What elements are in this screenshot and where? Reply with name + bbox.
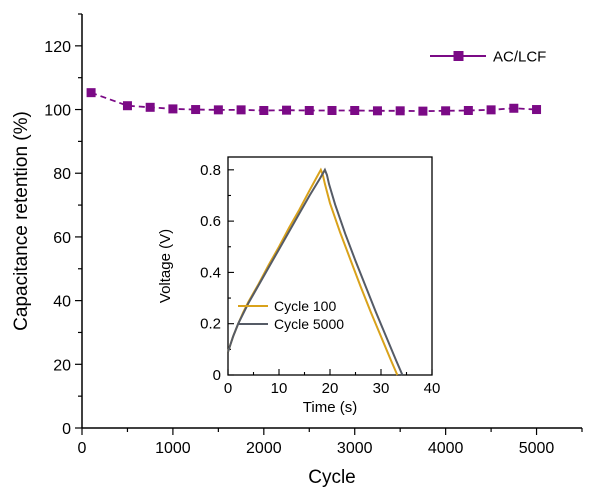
- data-point-ac-lcf: [418, 106, 428, 116]
- main-y-tick-label: 80: [53, 166, 71, 183]
- inset-x-axis-title: Time (s): [303, 399, 357, 416]
- data-point-ac-lcf: [213, 105, 223, 115]
- main-y-tick-label: 0: [62, 421, 71, 438]
- inset-x-tick-label: 10: [271, 380, 288, 397]
- data-point-ac-lcf: [168, 104, 178, 114]
- inset-x-tick-label: 40: [424, 380, 441, 397]
- legend-marker-ac-lcf: [453, 51, 464, 61]
- data-point-ac-lcf: [395, 106, 405, 116]
- data-point-ac-lcf: [372, 106, 382, 116]
- legend-label-ac-lcf: AC/LCF: [493, 49, 546, 66]
- series-line-cycle-5000: [227, 167, 404, 376]
- inset-y-axis-title: Voltage (V): [157, 229, 174, 303]
- main-y-tick-label: 120: [44, 39, 71, 56]
- data-point-ac-lcf: [259, 105, 269, 115]
- data-point-ac-lcf: [145, 102, 155, 112]
- data-point-ac-lcf: [191, 105, 201, 115]
- data-point-ac-lcf: [122, 101, 132, 111]
- inset-x-tick-label: 30: [373, 380, 390, 397]
- legend-cycle-100-label: Cycle 100: [274, 298, 336, 314]
- data-point-ac-lcf: [350, 105, 360, 115]
- data-point-ac-lcf: [532, 105, 542, 115]
- main-x-axis-title: Cycle: [308, 467, 356, 488]
- inset-y-tick-label: 0.8: [200, 162, 221, 179]
- main-y-tick-label: 100: [44, 103, 71, 120]
- data-point-ac-lcf: [282, 105, 292, 115]
- main-x-tick-label: 0: [78, 440, 87, 457]
- data-point-ac-lcf: [236, 105, 246, 115]
- main-plot: 0 1000 2000 3000 4000 5000020406080100120Cycl…: [11, 13, 583, 488]
- main-x-tick-label: 4000: [428, 440, 464, 457]
- inset-y-tick-label: 0.2: [200, 316, 221, 333]
- main-x-tick-label: 1000: [155, 440, 191, 457]
- main-y-tick-label: 40: [53, 294, 71, 311]
- main-y-tick-label: 20: [53, 357, 71, 374]
- legend-cycle-5000-label: Cycle 5000: [274, 316, 344, 332]
- main-x-tick-label: 3000: [337, 440, 373, 457]
- main-y-axis-title: Capacitance retention (%): [11, 111, 32, 331]
- inset-x-tick-label: 20: [322, 380, 339, 397]
- inset-frame: [227, 156, 433, 376]
- data-point-ac-lcf: [327, 105, 337, 115]
- data-point-ac-lcf: [304, 105, 314, 115]
- inset-y-tick-label: 0.6: [200, 213, 221, 230]
- data-point-ac-lcf: [463, 105, 473, 115]
- data-point-ac-lcf: [441, 106, 451, 116]
- inset-x-tick-label: 0: [224, 380, 232, 397]
- main-x-tick-label: 2000: [246, 440, 282, 457]
- inset-y-tick-label: 0: [213, 367, 221, 384]
- data-point-ac-lcf: [509, 103, 519, 113]
- data-point-ac-lcf: [486, 105, 496, 115]
- inset-y-tick-label: 0.4: [200, 264, 221, 281]
- main-x-tick-label: 5000: [519, 440, 555, 457]
- inset-plot: 0 10 20 30 40 0 0.2 0.4 0.6 0.8 Time (s) Voltage (V…: [157, 156, 441, 416]
- main-y-tick-label: 60: [53, 230, 71, 247]
- data-point-ac-lcf: [86, 88, 96, 98]
